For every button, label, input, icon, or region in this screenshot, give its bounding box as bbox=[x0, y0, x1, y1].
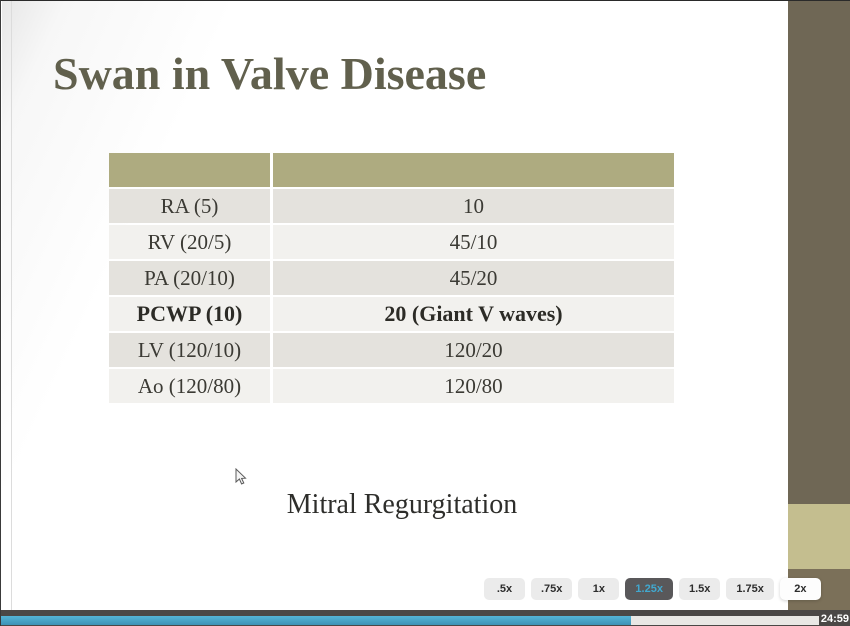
player-bar: 24:59 bbox=[1, 610, 850, 626]
table-row: LV (120/10) 120/20 bbox=[109, 333, 674, 367]
table-header-row bbox=[109, 153, 674, 187]
speed-button-1.75x[interactable]: 1.75x bbox=[726, 578, 774, 600]
slide-canvas: Swan in Valve Disease RA (5) 10 RV (20/5… bbox=[2, 1, 788, 610]
table-row: PA (20/10) 45/20 bbox=[109, 261, 674, 295]
table-cell-label: RA (5) bbox=[109, 189, 270, 223]
speed-button-2x[interactable]: 2x bbox=[779, 578, 821, 600]
table-cell-label: PA (20/10) bbox=[109, 261, 270, 295]
slide-edge-line bbox=[11, 1, 12, 610]
table-cell-value: 45/20 bbox=[273, 261, 674, 295]
sidebar-strip-light bbox=[788, 504, 850, 569]
slide-title: Swan in Valve Disease bbox=[53, 48, 487, 99]
table-header-cell bbox=[109, 153, 270, 187]
speed-button-1.5x[interactable]: 1.5x bbox=[678, 578, 721, 600]
playback-speed-bar: .5x .75x 1x 1.25x 1.5x 1.75x 2x bbox=[484, 578, 821, 600]
table-cell-value: 120/20 bbox=[273, 333, 674, 367]
table-cell-label: RV (20/5) bbox=[109, 225, 270, 259]
table-row: Ao (120/80) 120/80 bbox=[109, 369, 674, 403]
time-remaining: 24:59 bbox=[820, 613, 849, 625]
hemodynamics-table: RA (5) 10 RV (20/5) 45/10 PA (20/10) 45/… bbox=[109, 153, 674, 405]
sidebar-strip-dark bbox=[788, 1, 850, 504]
speed-button-0.5x[interactable]: .5x bbox=[484, 578, 525, 600]
table-cell-label: LV (120/10) bbox=[109, 333, 270, 367]
table-header-cell bbox=[273, 153, 674, 187]
table-cell-label: PCWP (10) bbox=[109, 297, 270, 331]
slide-caption: Mitral Regurgitation bbox=[286, 489, 518, 520]
speed-button-1.25x[interactable]: 1.25x bbox=[625, 578, 673, 600]
speed-button-1x[interactable]: 1x bbox=[578, 578, 620, 600]
table-row: PCWP (10) 20 (Giant V waves) bbox=[109, 297, 674, 331]
table-cell-label: Ao (120/80) bbox=[109, 369, 270, 403]
table-cell-value: 20 (Giant V waves) bbox=[273, 297, 674, 331]
speed-button-0.75x[interactable]: .75x bbox=[531, 578, 573, 600]
table-cell-value: 45/10 bbox=[273, 225, 674, 259]
mouse-cursor-icon bbox=[235, 468, 247, 485]
table-row: RA (5) 10 bbox=[109, 189, 674, 223]
video-progress-track[interactable] bbox=[1, 616, 819, 625]
table-row: RV (20/5) 45/10 bbox=[109, 225, 674, 259]
video-progress-fill bbox=[1, 616, 631, 625]
table-cell-value: 10 bbox=[273, 189, 674, 223]
table-cell-value: 120/80 bbox=[273, 369, 674, 403]
